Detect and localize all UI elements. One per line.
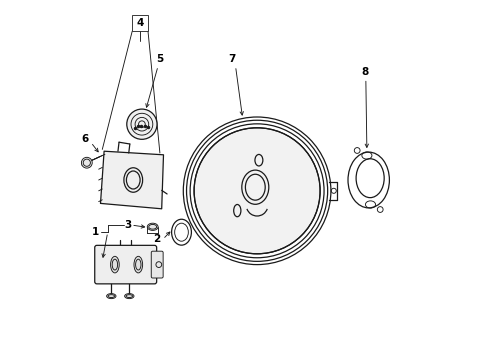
Circle shape (194, 128, 320, 254)
Text: 5: 5 (156, 54, 163, 64)
Text: 6: 6 (81, 134, 89, 144)
Circle shape (126, 109, 157, 139)
Text: 7: 7 (228, 54, 235, 64)
Text: 2: 2 (152, 234, 160, 244)
Ellipse shape (147, 223, 158, 230)
Text: 4: 4 (136, 18, 143, 28)
Ellipse shape (106, 294, 116, 299)
FancyBboxPatch shape (151, 251, 163, 278)
Ellipse shape (110, 256, 119, 273)
Text: 8: 8 (361, 67, 368, 77)
Polygon shape (101, 151, 163, 209)
FancyBboxPatch shape (95, 246, 156, 284)
FancyBboxPatch shape (132, 15, 148, 31)
Text: 1: 1 (91, 227, 99, 237)
Circle shape (81, 157, 92, 168)
Text: 3: 3 (123, 220, 131, 230)
Ellipse shape (124, 294, 134, 299)
Ellipse shape (134, 256, 142, 273)
